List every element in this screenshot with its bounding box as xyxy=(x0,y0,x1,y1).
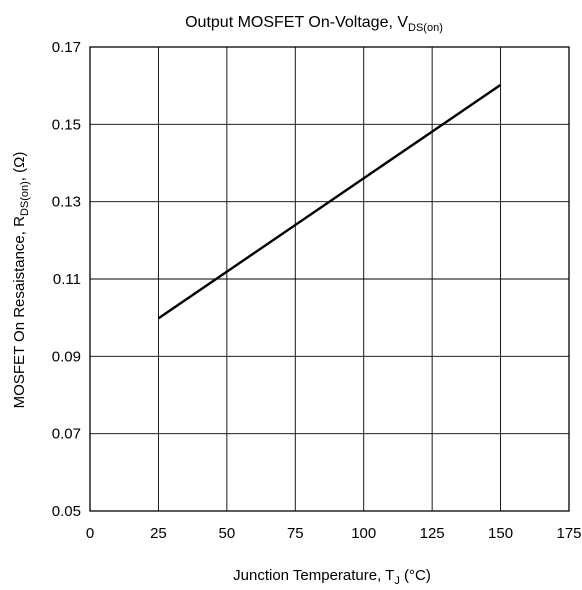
x-tick-label: 75 xyxy=(287,525,304,542)
y-tick-label: 0.17 xyxy=(52,39,81,56)
x-tick-label: 175 xyxy=(556,525,581,542)
x-tick-label: 50 xyxy=(219,525,236,542)
y-axis-label-main: MOSFET On Resaistance, R xyxy=(11,216,28,408)
x-axis-label-suffix: (°C) xyxy=(400,567,431,584)
y-tick-label: 0.11 xyxy=(53,271,81,288)
grid-lines xyxy=(90,47,569,511)
x-axis-ticks: 0 25 50 75 100 125 150 175 xyxy=(86,525,582,542)
chart-title: Output MOSFET On-Voltage, VDS(on) xyxy=(185,14,443,34)
x-tick-label: 100 xyxy=(351,525,376,542)
x-axis-label-subscript: J xyxy=(394,575,400,587)
chart-title-main: Output MOSFET On-Voltage, V xyxy=(185,14,408,31)
y-axis-ticks: 0.05 0.07 0.09 0.11 0.13 0.15 0.17 xyxy=(52,39,81,520)
y-tick-label: 0.05 xyxy=(52,503,81,520)
series-group xyxy=(157,83,502,320)
y-axis-label-suffix: , (Ω) xyxy=(11,152,28,182)
x-tick-label: 0 xyxy=(86,525,94,542)
y-tick-label: 0.07 xyxy=(52,426,81,443)
y-axis-label: MOSFET On Resaistance, RDS(on), (Ω) xyxy=(11,152,31,409)
plot-frame xyxy=(89,46,570,512)
y-tick-label: 0.13 xyxy=(52,194,81,211)
x-axis-label-main: Junction Temperature, T xyxy=(233,567,394,584)
x-tick-label: 150 xyxy=(488,525,513,542)
x-axis-label: Junction Temperature, TJ (°C) xyxy=(233,567,431,587)
chart-title-subscript: DS(on) xyxy=(408,22,443,34)
x-tick-label: 25 xyxy=(150,525,167,542)
y-tick-label: 0.09 xyxy=(52,348,81,365)
x-tick-label: 125 xyxy=(420,525,445,542)
rdson-series-line xyxy=(157,83,502,320)
y-axis-label-subscript: DS(on) xyxy=(19,181,31,216)
y-tick-label: 0.15 xyxy=(52,116,81,133)
